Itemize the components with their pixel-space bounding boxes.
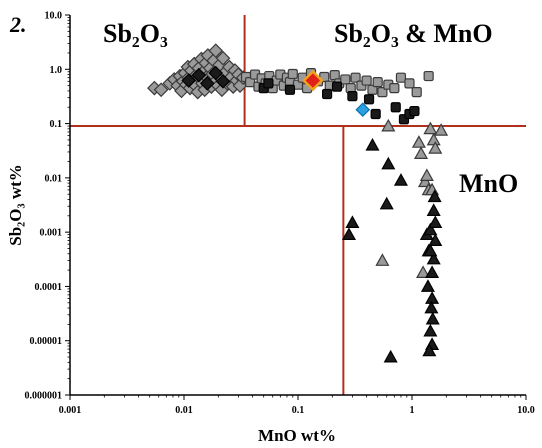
tick-labels: 0.001 0.01 0.1 1 10.0 0.000001 0.00001 0.0001 0.… [25, 11, 535, 417]
diamond-black-point-2 [199, 76, 215, 91]
x-tick-label: 0.01 [175, 405, 193, 416]
triangle-black-point-20 [427, 189, 442, 203]
data-points [147, 43, 449, 363]
square-black-point-4 [331, 81, 343, 92]
diamond-grey-point-1 [153, 82, 169, 98]
square-black-point-7 [370, 108, 381, 120]
triangle-black-point-5 [383, 349, 398, 363]
triangle-black-point-1 [341, 227, 356, 241]
square-grey-point-30 [377, 86, 388, 98]
y-axis-title: Sb₂O₃ wt% [6, 164, 25, 246]
x-axis-title: MnO wt% [258, 426, 336, 445]
region-label-mno: MnO [459, 169, 518, 198]
triangle-black-point-23 [428, 233, 443, 246]
diamond-grey-point-40 [215, 50, 231, 66]
square-grey-point-23 [340, 74, 351, 85]
triangle-black-point-19 [423, 243, 438, 257]
triangle-grey-point-4 [419, 168, 434, 182]
square-black-point-10 [409, 105, 420, 117]
x-tick-label: 0.1 [292, 405, 305, 416]
y-tick-label: 0.000001 [25, 391, 63, 402]
triangle-grey-point-12 [375, 253, 390, 266]
triangle-grey-point-11 [416, 265, 431, 278]
triangle-black-point-11 [426, 251, 441, 265]
square-grey-point-27 [361, 75, 372, 86]
triangle-black-point-6 [393, 173, 408, 186]
x-tick-label: 1 [410, 405, 415, 416]
square-grey-point-32 [389, 83, 400, 94]
square-grey-point-33 [395, 72, 407, 83]
triangle-grey-point-2 [414, 146, 429, 159]
y-tick-label: 0.001 [40, 228, 63, 239]
triangle-grey-point-3 [417, 174, 433, 188]
triangle-black-point-10 [425, 265, 440, 278]
triangle-black-point-12 [420, 279, 435, 292]
y-tick-label: 0.00001 [30, 336, 63, 347]
triangle-black-point-3 [381, 156, 396, 170]
diamond-blue-point-0 [355, 102, 371, 118]
panel-label: 2. [9, 12, 27, 37]
triangle-black-point-18 [422, 343, 437, 357]
triangle-black-point-13 [425, 291, 440, 304]
triangle-grey-point-7 [423, 121, 438, 135]
y-tick-label: 1.0 [50, 65, 63, 76]
square-grey-point-25 [350, 72, 361, 83]
square-black-point-1 [263, 78, 274, 89]
triangle-black-point-16 [423, 323, 438, 337]
triangle-black-point-14 [424, 300, 439, 314]
diamond-black-point-0 [181, 73, 197, 88]
y-tick-label: 0.01 [45, 173, 63, 184]
triangle-grey-point-9 [428, 141, 443, 154]
square-grey-point-13 [287, 68, 298, 80]
triangle-grey-point-0 [381, 118, 396, 132]
region-label-sb2o3: Sb₂O₃ [103, 19, 168, 48]
square-grey-point-34 [404, 78, 415, 89]
threshold-lines [70, 15, 526, 395]
diamond-grey-point-34 [208, 43, 224, 59]
square-black-point-6 [363, 94, 375, 105]
y-tick-label: 0.0001 [35, 282, 63, 293]
y-tick-label: 0.1 [50, 119, 63, 130]
square-black-point-5 [347, 91, 358, 102]
square-black-point-11 [390, 102, 401, 113]
square-grey-point-36 [423, 70, 434, 82]
square-grey-point-35 [411, 86, 422, 98]
x-tick-label: 10.0 [517, 405, 535, 416]
diamond-black-point-3 [208, 65, 224, 81]
x-tick-label: 0.001 [59, 405, 82, 416]
triangle-black-point-0 [345, 215, 360, 228]
square-grey-point-29 [372, 77, 383, 88]
triangle-black-point-15 [425, 311, 440, 325]
region-label-sb2o3-and-mno: Sb₂O₃ & MnO [334, 19, 493, 48]
triangle-black-point-9 [423, 222, 438, 236]
triangle-black-point-4 [379, 196, 394, 210]
triangle-black-point-22 [428, 215, 443, 228]
diamond-red-point-0 [302, 69, 324, 92]
triangle-black-point-2 [365, 137, 380, 151]
triangle-black-point-21 [426, 203, 441, 216]
diamond-black-point-4 [215, 73, 231, 89]
square-black-point-3 [322, 88, 333, 100]
triangle-grey-point-1 [411, 135, 426, 148]
y-tick-label: 10.0 [45, 11, 63, 22]
triangle-grey-point-10 [434, 123, 449, 136]
axes [65, 14, 527, 400]
diamond-black-point-1 [191, 67, 207, 83]
square-black-point-2 [284, 84, 296, 95]
